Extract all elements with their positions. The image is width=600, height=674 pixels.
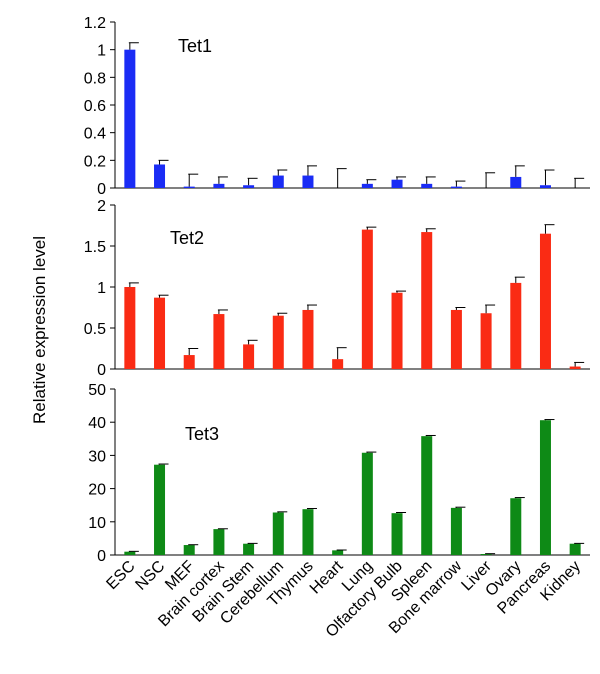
panel-label: Tet1 bbox=[178, 36, 212, 56]
bar-tet1 bbox=[361, 183, 373, 188]
bar-tet3 bbox=[183, 545, 195, 555]
y-tick-label: 40 bbox=[88, 415, 106, 432]
bar-tet2 bbox=[332, 359, 344, 369]
y-tick-label: 0.8 bbox=[84, 70, 106, 87]
bar-tet3 bbox=[391, 513, 403, 555]
y-tick-label: 0.4 bbox=[84, 126, 106, 143]
bar-tet3 bbox=[272, 512, 284, 555]
bar-tet3 bbox=[332, 550, 344, 555]
bar-tet2 bbox=[154, 297, 166, 369]
bar-tet3 bbox=[510, 498, 522, 555]
y-tick-label: 10 bbox=[88, 515, 106, 532]
y-tick-label: 0 bbox=[97, 362, 106, 379]
bar-tet1 bbox=[539, 185, 551, 188]
bar-tet2 bbox=[480, 313, 492, 369]
y-tick-label: 20 bbox=[88, 482, 106, 499]
bar-tet1 bbox=[302, 175, 314, 188]
bar-tet3 bbox=[480, 554, 492, 555]
bar-tet3 bbox=[213, 529, 225, 555]
y-tick-label: 2 bbox=[97, 198, 106, 215]
y-tick-label: 0.5 bbox=[84, 321, 106, 338]
bar-tet3 bbox=[361, 452, 373, 555]
y-tick-label: 0.2 bbox=[84, 153, 106, 170]
y-tick-label: 0.6 bbox=[84, 98, 106, 115]
bar-tet2 bbox=[421, 232, 433, 369]
bar-tet1 bbox=[183, 186, 195, 188]
bar-tet3 bbox=[154, 464, 166, 555]
bar-tet1 bbox=[213, 183, 225, 188]
bar-tet2 bbox=[243, 344, 255, 369]
x-tick-label: NSC bbox=[132, 558, 168, 594]
bar-tet3 bbox=[243, 543, 255, 555]
panel-label: Tet2 bbox=[170, 228, 204, 248]
bar-tet1 bbox=[391, 179, 403, 188]
bar-tet2 bbox=[183, 355, 195, 369]
bar-tet3 bbox=[124, 551, 136, 555]
panel-tet2: 0 0.5 1 1.5 2 Tet2 bbox=[84, 198, 590, 379]
y-tick-label: 0 bbox=[97, 548, 106, 565]
panel-tet3: 0 10 20 30 40 50 Tet3 bbox=[88, 382, 590, 565]
bar-tet2 bbox=[539, 233, 551, 369]
bar-tet2 bbox=[124, 287, 136, 369]
panel-tet1: 0 0.2 0.4 0.6 0.8 1 1.2 Tet1 bbox=[84, 15, 590, 198]
y-tick-label: 1 bbox=[97, 280, 106, 297]
bar-tet3 bbox=[302, 509, 314, 555]
y-tick-label: 1.2 bbox=[84, 15, 106, 32]
bar-tet3 bbox=[421, 436, 433, 555]
bar-tet3 bbox=[450, 507, 462, 555]
bar-tet2 bbox=[510, 282, 522, 369]
x-tick-label: Heart bbox=[307, 557, 347, 597]
bar-tet2 bbox=[391, 292, 403, 369]
bar-tet1 bbox=[124, 49, 136, 188]
y-tick-label: 1 bbox=[97, 43, 106, 60]
x-tick-label: ESC bbox=[103, 558, 138, 593]
bar-tet1 bbox=[154, 164, 166, 188]
bar-tet2 bbox=[569, 366, 581, 369]
y-axis-title: Relative expression level bbox=[30, 236, 49, 424]
bar-tet1 bbox=[272, 175, 284, 188]
bar-tet1 bbox=[243, 185, 255, 188]
bar-tet2 bbox=[272, 315, 284, 369]
bar-tet3 bbox=[539, 420, 551, 555]
bar-tet1 bbox=[421, 183, 433, 188]
bar-tet2 bbox=[213, 314, 225, 369]
bar-tet1 bbox=[450, 186, 462, 188]
y-tick-label: 50 bbox=[88, 382, 106, 399]
y-tick-label: 1.5 bbox=[84, 239, 106, 256]
bar-tet1 bbox=[510, 176, 522, 188]
bar-tet3 bbox=[569, 543, 581, 555]
panel-label: Tet3 bbox=[185, 424, 219, 444]
y-tick-label: 30 bbox=[88, 448, 106, 465]
bar-tet2 bbox=[302, 309, 314, 369]
bar-tet2 bbox=[450, 309, 462, 369]
bar-tet2 bbox=[361, 229, 373, 369]
y-tick-label: 0 bbox=[97, 181, 106, 198]
